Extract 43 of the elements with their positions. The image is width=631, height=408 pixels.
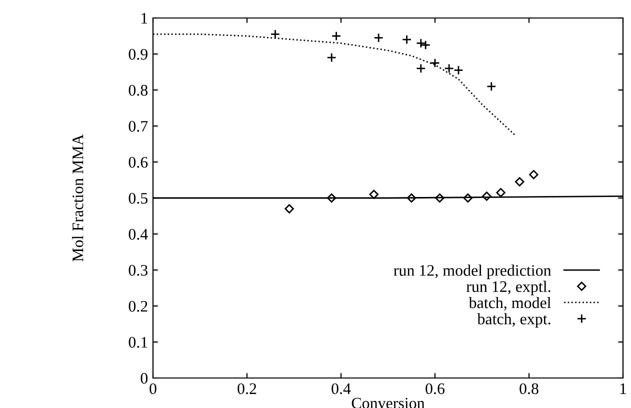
- y-tick-label: 0.2: [128, 300, 148, 312]
- x-tick-label: 1: [620, 383, 626, 394]
- y-tick-label: 0.5: [128, 192, 148, 204]
- point: [482, 192, 492, 201]
- point: [454, 65, 464, 76]
- point: [430, 58, 440, 68]
- point: [406, 193, 416, 203]
- y-tick-label: 0.3: [128, 264, 148, 276]
- point: [374, 32, 384, 43]
- point: [416, 38, 426, 48]
- x-tick-label: 0.4: [332, 383, 351, 394]
- y-tick-label: 1: [142, 12, 148, 24]
- y-tick-label: 0.4: [128, 228, 148, 240]
- y-tick-label: 0.6: [128, 156, 148, 168]
- y-tick-label: 0: [140, 372, 148, 384]
- point: [529, 170, 538, 180]
- point: [284, 204, 294, 214]
- point: [444, 64, 454, 74]
- y-tick-label: 0.8: [128, 84, 148, 96]
- point: [402, 34, 412, 44]
- point: [369, 190, 379, 200]
- y-tick-label: 0.1: [128, 336, 148, 348]
- legend-label: run 12, exptl.: [466, 280, 550, 296]
- point: [486, 82, 496, 92]
- x-tick-label: 0.2: [238, 383, 256, 394]
- legend-label: batch, expt.: [477, 313, 550, 328]
- legend-label: batch, model: [468, 296, 551, 310]
- x-tick-label: 0.8: [520, 383, 538, 394]
- y-axis-title: Mol Fraction MMA: [72, 134, 84, 262]
- point: [326, 193, 336, 203]
- point: [331, 31, 342, 41]
- point: [496, 188, 506, 198]
- point: [416, 64, 426, 74]
- x-tick-label: 0.6: [426, 383, 445, 394]
- legend-label: run 12, model prediction: [394, 264, 552, 280]
- point: [463, 193, 473, 203]
- y-tick-label: 0.7: [128, 120, 148, 132]
- x-tick-label: 0: [150, 383, 156, 394]
- y-tick-label: 0.9: [128, 48, 148, 60]
- point: [326, 52, 336, 62]
- point: [420, 40, 430, 50]
- point: [514, 177, 524, 186]
- point: [435, 193, 444, 203]
